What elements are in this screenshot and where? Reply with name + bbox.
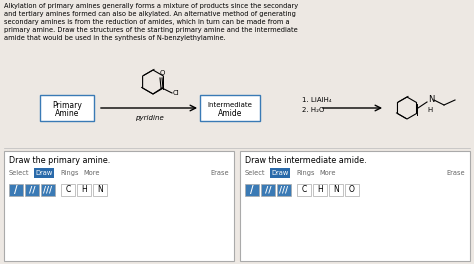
Text: //: // bbox=[265, 186, 271, 195]
Text: C: C bbox=[301, 186, 307, 195]
Bar bbox=[25, 184, 39, 196]
Bar bbox=[4, 151, 234, 261]
Bar bbox=[313, 184, 327, 196]
Text: Alkylation of primary amines generally forms a mixture of products since the sec: Alkylation of primary amines generally f… bbox=[4, 3, 298, 41]
Text: Select: Select bbox=[245, 170, 265, 176]
Text: Erase: Erase bbox=[447, 170, 465, 176]
Text: Draw: Draw bbox=[272, 170, 289, 176]
Bar bbox=[270, 168, 290, 178]
Text: C: C bbox=[65, 186, 71, 195]
Text: pyridine: pyridine bbox=[135, 115, 164, 121]
Text: Draw the primary amine.: Draw the primary amine. bbox=[9, 156, 110, 165]
Bar bbox=[41, 184, 55, 196]
Text: Select: Select bbox=[9, 170, 29, 176]
Bar bbox=[297, 184, 311, 196]
Text: /: / bbox=[250, 185, 254, 195]
Bar bbox=[93, 184, 107, 196]
Text: N: N bbox=[97, 186, 103, 195]
Bar bbox=[40, 95, 94, 121]
Bar bbox=[77, 184, 91, 196]
Text: /: / bbox=[14, 185, 18, 195]
Text: Primary: Primary bbox=[52, 101, 82, 110]
Text: Intermediate: Intermediate bbox=[208, 102, 253, 108]
Text: Amine: Amine bbox=[55, 109, 79, 117]
Text: Erase: Erase bbox=[210, 170, 229, 176]
Bar bbox=[329, 184, 343, 196]
Bar bbox=[240, 151, 470, 261]
Text: Rings: Rings bbox=[60, 170, 79, 176]
Bar bbox=[261, 184, 275, 196]
Bar bbox=[245, 184, 259, 196]
Bar bbox=[277, 184, 291, 196]
Text: H: H bbox=[428, 107, 433, 113]
Text: Rings: Rings bbox=[296, 170, 315, 176]
Text: 2. H₂O: 2. H₂O bbox=[302, 107, 324, 113]
Bar bbox=[9, 184, 23, 196]
Text: H: H bbox=[81, 186, 87, 195]
Text: ///: /// bbox=[280, 186, 289, 195]
Text: //: // bbox=[29, 186, 35, 195]
Text: Draw the intermediate amide.: Draw the intermediate amide. bbox=[245, 156, 366, 165]
Text: Cl: Cl bbox=[173, 90, 180, 96]
Text: More: More bbox=[319, 170, 336, 176]
Bar bbox=[200, 95, 260, 121]
Bar bbox=[34, 168, 54, 178]
Bar bbox=[345, 184, 359, 196]
Text: Draw: Draw bbox=[36, 170, 53, 176]
Text: ///: /// bbox=[44, 186, 53, 195]
Text: Amide: Amide bbox=[218, 109, 242, 117]
Text: N: N bbox=[333, 186, 339, 195]
Text: H: H bbox=[317, 186, 323, 195]
Text: 1. LiAlH₄: 1. LiAlH₄ bbox=[302, 97, 332, 103]
Text: O: O bbox=[349, 186, 355, 195]
Text: More: More bbox=[83, 170, 100, 176]
Text: O: O bbox=[159, 70, 164, 76]
Text: N: N bbox=[428, 96, 434, 105]
Bar bbox=[61, 184, 75, 196]
